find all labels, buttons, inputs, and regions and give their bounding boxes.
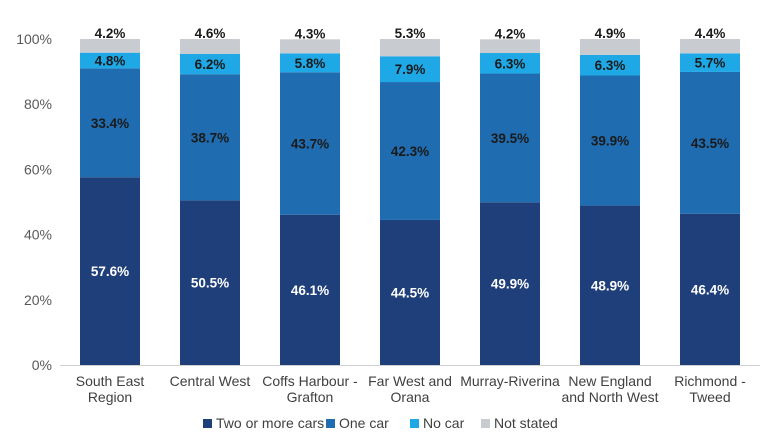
- legend-label: No car: [423, 415, 465, 431]
- data-label: 4.4%: [695, 26, 726, 41]
- data-label: 48.9%: [591, 278, 629, 293]
- bar-segment: [380, 219, 440, 365]
- legend-swatch: [410, 419, 419, 428]
- data-label: 33.4%: [91, 116, 129, 131]
- legend-label: One car: [339, 415, 389, 431]
- bar-segment: [180, 74, 240, 201]
- category-label: Central West: [170, 373, 251, 389]
- y-tick-label: 40%: [24, 227, 52, 243]
- data-label: 4.6%: [195, 26, 226, 41]
- data-label: 5.7%: [695, 56, 726, 71]
- bar-segment: [280, 39, 340, 54]
- bar-segment: [580, 205, 640, 365]
- data-label: 6.3%: [595, 58, 626, 73]
- data-label: 39.9%: [591, 134, 629, 149]
- legend-swatch: [481, 419, 490, 428]
- data-label: 43.7%: [291, 136, 329, 151]
- data-label: 5.3%: [395, 26, 426, 41]
- data-label: 4.2%: [495, 26, 526, 41]
- data-label: 49.9%: [491, 277, 529, 292]
- bar-segment: [680, 213, 740, 365]
- bar-segment: [580, 75, 640, 206]
- bar-segment: [580, 54, 640, 76]
- bars: [80, 39, 740, 365]
- bar-segment: [80, 68, 140, 178]
- bar-segment: [80, 177, 140, 365]
- bar-segment: [480, 73, 540, 203]
- bar-segment: [180, 53, 240, 75]
- data-label: 50.5%: [191, 276, 229, 291]
- data-labels: 57.6% 33.4% 4.8% 4.2% 50.5% 38.7% 6.2% 4.6% 46.1…: [91, 26, 729, 300]
- legend-swatch: [326, 419, 335, 428]
- bar-segment: [180, 39, 240, 54]
- data-label: 6.2%: [195, 57, 226, 72]
- data-label: 6.3%: [495, 56, 526, 71]
- data-label: 4.9%: [595, 26, 626, 41]
- data-label: 46.1%: [291, 283, 329, 298]
- legend-label: Two or more cars: [216, 415, 324, 431]
- data-label: 44.5%: [391, 285, 429, 300]
- data-label: 5.8%: [295, 56, 326, 71]
- data-label: 46.4%: [691, 282, 729, 297]
- y-tick-label: 60%: [24, 161, 52, 177]
- category-label: Far West and: [368, 373, 452, 389]
- legend-swatch: [203, 419, 212, 428]
- category-label: Orana: [391, 389, 430, 405]
- category-label: Tweed: [689, 389, 730, 405]
- bar-segment: [80, 39, 140, 53]
- category-label: Coffs Harbour -: [262, 373, 358, 389]
- data-label: 38.7%: [191, 130, 229, 145]
- bar-segment: [180, 200, 240, 365]
- category-label: Murray-Riverina: [460, 373, 560, 389]
- data-label: 4.8%: [95, 54, 126, 69]
- bar-segment: [580, 39, 640, 55]
- bar-segment: [80, 52, 140, 69]
- data-label: 4.2%: [95, 26, 126, 41]
- bar-segment: [380, 39, 440, 57]
- legend: Two or more cars One car No car Not stated: [203, 415, 558, 431]
- category-label: and North West: [561, 389, 658, 405]
- data-label: 7.9%: [395, 62, 426, 77]
- category-label: Richmond -: [674, 373, 746, 389]
- bar-segment: [680, 71, 740, 214]
- data-label: 57.6%: [91, 264, 129, 279]
- bar-segment: [680, 53, 740, 72]
- bar-segment: [280, 53, 340, 73]
- category-label: Grafton: [287, 389, 334, 405]
- bar-segment: [380, 56, 440, 83]
- data-label: 43.5%: [691, 136, 729, 151]
- category-label: South East: [76, 373, 145, 389]
- data-label: 39.5%: [491, 131, 529, 146]
- y-tick-label: 100%: [16, 31, 52, 47]
- category-label: Region: [88, 389, 132, 405]
- legend-label: Not stated: [494, 415, 558, 431]
- bar-segment: [480, 202, 540, 365]
- y-tick-label: 0%: [32, 357, 52, 373]
- y-axis: 0% 20% 40% 60% 80% 100%: [16, 31, 760, 373]
- bar-segment: [680, 39, 740, 54]
- data-label: 4.3%: [295, 26, 326, 41]
- bar-segment: [480, 53, 540, 74]
- bar-segment: [380, 82, 440, 220]
- bar-segment: [280, 214, 340, 365]
- bar-segment: [280, 72, 340, 215]
- category-label: New England: [568, 373, 651, 389]
- data-label: 42.3%: [391, 144, 429, 159]
- y-tick-label: 20%: [24, 292, 52, 308]
- y-tick-label: 80%: [24, 96, 52, 112]
- bar-segment: [480, 39, 540, 54]
